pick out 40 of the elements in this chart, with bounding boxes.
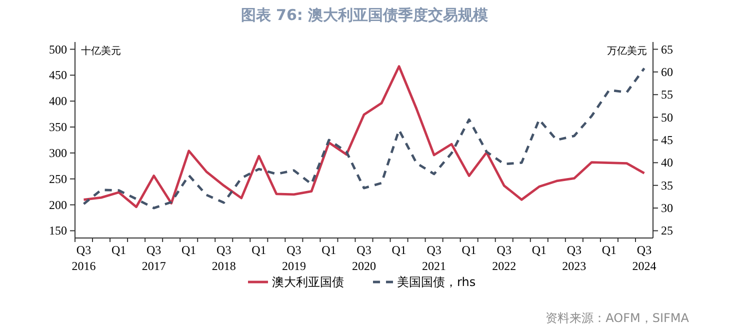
legend-label: 澳大利亚国债 (272, 275, 344, 289)
x-tick-label: Q1 (182, 243, 196, 257)
x-tick-label: Q3 2017 (142, 243, 166, 273)
y-tick-label: 150 (49, 224, 67, 238)
y-tick-label: 500 (49, 42, 67, 56)
x-tick-label: Q1 (462, 243, 476, 257)
x-tick-label: Q3 2018 (212, 243, 236, 273)
y2-tick-label: 50 (661, 110, 673, 124)
y-tick-label: 250 (49, 172, 67, 186)
x-tick-label: Q3 2022 (492, 243, 516, 273)
y2-axis-title: 万亿美元 (607, 45, 647, 57)
y-tick-label: 200 (49, 198, 67, 212)
y2-tick-label: 40 (661, 156, 673, 170)
x-tick-label: Q3 2021 (422, 243, 446, 273)
y2-tick-label: 65 (661, 42, 673, 56)
x-tick-label: Q1 (532, 243, 546, 257)
x-tick-label: Q3 2016 (72, 243, 96, 273)
y2-tick-label: 60 (661, 64, 673, 79)
text: 资料来源：AOFM，SIFMA (546, 311, 690, 325)
y-tick-label: 450 (49, 68, 67, 82)
y2-tick-label: 45 (661, 133, 673, 147)
x-tick-label: Q1 (252, 243, 266, 257)
y-tick-label: 300 (49, 146, 67, 160)
y2-tick-label: 30 (661, 201, 673, 216)
x-tick-label: Q3 2019 (282, 243, 306, 273)
x-tick-label: Q3 2023 (562, 243, 586, 273)
legend-label: 美国国债，rhs (397, 275, 476, 289)
x-tick-label: Q1 (322, 243, 336, 257)
y-tick-label: 400 (49, 94, 67, 108)
y-axis-title: 十亿美元 (81, 45, 121, 57)
x-tick-label: Q3 2020 (352, 243, 376, 273)
x-tick-label: Q3 2024 (632, 243, 656, 273)
x-tick-label: Q1 (392, 243, 406, 257)
x-tick-label: Q1 (602, 243, 617, 257)
y-tick-label: 350 (49, 120, 67, 134)
y2-tick-label: 35 (661, 178, 673, 192)
chart-title: 图表 76: 澳大利亚国债季度交易规模 (240, 6, 490, 24)
y2-tick-label: 55 (661, 88, 673, 102)
x-tick-label: Q1 (111, 243, 126, 257)
y2-tick-label: 25 (661, 224, 673, 238)
